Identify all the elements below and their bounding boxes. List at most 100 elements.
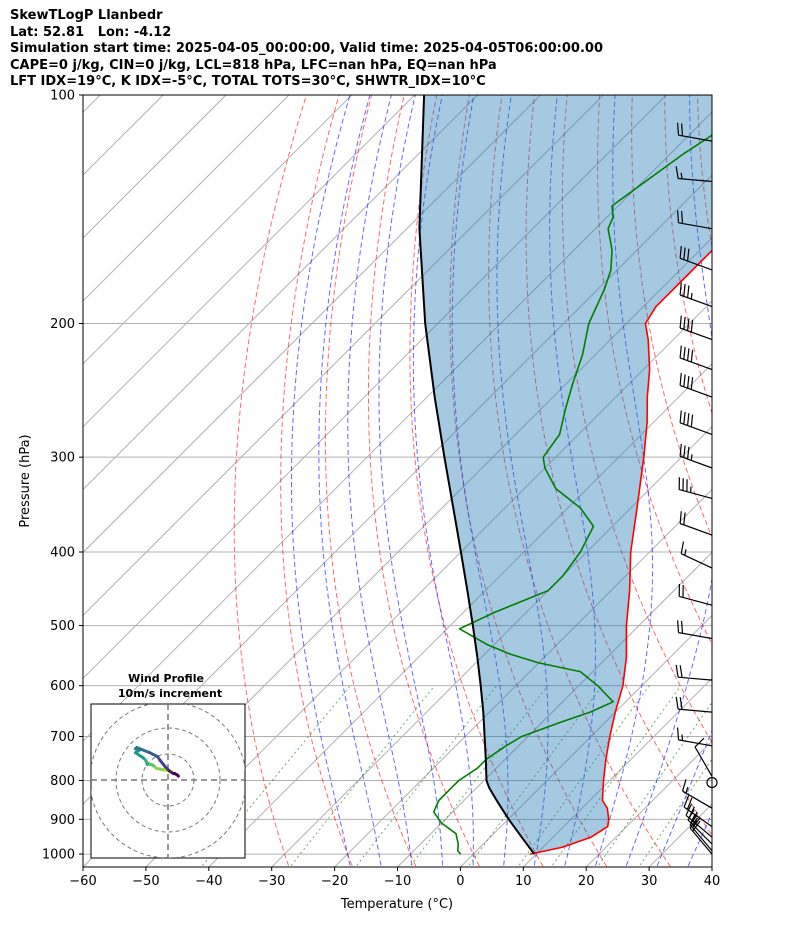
wind-barb-staff xyxy=(677,210,713,230)
wind-barb xyxy=(679,345,713,371)
wind-barb xyxy=(694,737,713,777)
y-tick-label: 800 xyxy=(50,774,75,789)
wind-barb-staff xyxy=(675,696,713,713)
isotherm-line xyxy=(0,60,72,873)
mixing-ratio-line xyxy=(408,685,549,867)
moist-adiabat xyxy=(687,811,712,867)
mixing-ratio-line xyxy=(354,685,498,867)
wind-barb-staff xyxy=(679,245,713,271)
hodograph-subtitle: 10m/s increment xyxy=(118,687,222,700)
moist-adiabat xyxy=(594,95,654,867)
wind-barb xyxy=(678,583,713,606)
wind-barb-staff xyxy=(675,166,713,183)
x-axis-title: Temperature (°C) xyxy=(340,897,453,912)
moist-adiabat xyxy=(549,95,596,867)
isotherm-line xyxy=(396,551,712,867)
wind-barb xyxy=(677,210,713,230)
y-tick-label: 500 xyxy=(50,619,75,634)
wind-barb xyxy=(679,245,713,271)
dry-adiabat xyxy=(368,95,481,867)
dry-adiabat xyxy=(525,95,712,837)
isotherm-line xyxy=(83,95,290,302)
x-tick-label: −30 xyxy=(258,874,285,889)
wind-barb-staff xyxy=(679,345,713,371)
wind-barb xyxy=(680,541,713,569)
wind-barb xyxy=(675,696,713,713)
axes: −60 −50 −40 −30 −20 −10 0 10 20 30 40 100 200 300 400 5… xyxy=(42,89,720,890)
wind-barb-staff xyxy=(679,443,713,469)
moist-adiabat xyxy=(378,95,444,867)
wind-barb-staff xyxy=(689,817,713,855)
isotherm-line xyxy=(333,488,712,867)
header-title: SkewTLogP Llanbedr xyxy=(10,8,163,23)
x-tick-label: 30 xyxy=(641,874,658,889)
mixing-ratio-line xyxy=(638,758,712,867)
wind-barb-staff xyxy=(683,795,713,828)
x-tick-label: −20 xyxy=(321,874,348,889)
wind-barb-staff xyxy=(679,315,713,341)
moist-adiabat xyxy=(656,729,712,867)
wind-barb-staff xyxy=(679,410,713,435)
x-tick-label: −40 xyxy=(195,874,222,889)
x-tick-label: 0 xyxy=(456,874,464,889)
header-location: Lat: 52.81 Lon: -4.12 xyxy=(10,24,172,40)
wind-barb xyxy=(675,664,713,681)
cin-shading xyxy=(419,95,712,855)
isotherm-line xyxy=(270,425,712,867)
y-tick-label: 600 xyxy=(50,679,75,694)
wind-barb xyxy=(677,620,713,640)
isotherm-line xyxy=(83,95,227,239)
wind-barb xyxy=(677,122,713,142)
wind-barb-staff xyxy=(677,727,713,747)
header-indices-line: LFT IDX=19°C, K IDX=-5°C, TOTAL TOTS=30°… xyxy=(10,74,486,90)
wind-barb xyxy=(679,443,713,469)
isotherm-line xyxy=(83,111,712,742)
wind-barb-staff xyxy=(677,122,713,142)
wind-barb xyxy=(678,477,713,499)
isotherm-line xyxy=(83,95,479,491)
header-cape-line: CAPE=0 j/kg, CIN=0 j/kg, LCL=818 hPa, LF… xyxy=(10,57,497,73)
mixing-ratio-line xyxy=(517,685,650,867)
y-tick-label: 300 xyxy=(50,451,75,466)
wind-barb-staff xyxy=(675,664,713,681)
dry-adiabat xyxy=(324,95,417,867)
isotherm-line xyxy=(208,363,712,867)
wind-barb-staff xyxy=(679,373,713,398)
y-axis-title: Pressure (hPa) xyxy=(18,434,33,527)
x-tick-label: −60 xyxy=(69,874,96,889)
wind-barb xyxy=(682,779,713,809)
wind-barb xyxy=(679,410,713,435)
dry-adiabat xyxy=(696,95,712,250)
dry-adiabat xyxy=(729,60,794,873)
x-tick-label: −50 xyxy=(132,874,159,889)
y-tick-label: 100 xyxy=(50,89,75,104)
x-tick-label: 10 xyxy=(515,874,532,889)
header-times: Simulation start time: 2025-04-05_00:00:… xyxy=(10,41,603,57)
dry-adiabat xyxy=(760,60,794,873)
wind-barb-staff xyxy=(679,511,713,536)
moist-adiabat xyxy=(625,95,712,867)
wind-barb xyxy=(677,727,713,747)
dry-adiabat xyxy=(488,95,672,867)
dry-adiabat xyxy=(233,95,308,867)
wind-barb-staff xyxy=(677,620,713,640)
wind-barb xyxy=(679,373,713,398)
moist-adiabat xyxy=(496,95,549,867)
wind-barb-staff xyxy=(679,282,713,308)
moist-adiabat xyxy=(412,95,474,867)
y-tick-label: 1000 xyxy=(42,848,75,863)
y-tick-label: 400 xyxy=(50,546,75,561)
moist-adiabat xyxy=(318,95,382,867)
hodograph-segment xyxy=(175,773,180,778)
dry-adiabat xyxy=(597,95,712,645)
wind-barb xyxy=(679,282,713,308)
wind-barb xyxy=(675,166,713,183)
wind-barb xyxy=(683,795,713,828)
isotherm-line xyxy=(711,866,712,867)
chart-header: SkewTLogP Llanbedr Lat: 52.81 Lon: -4.12 S… xyxy=(10,8,603,91)
isotherm-line xyxy=(83,95,542,554)
y-tick-label: 200 xyxy=(50,317,75,332)
wind-barb-staff xyxy=(682,779,713,809)
hodograph-plot xyxy=(91,704,245,858)
